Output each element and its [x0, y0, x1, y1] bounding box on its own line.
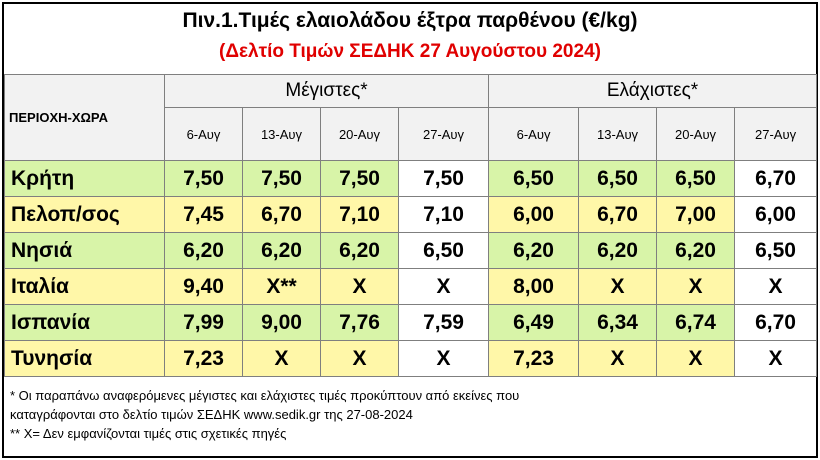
date-header: 27-Αυγ [397, 107, 490, 161]
price-cell: 6,34 [578, 304, 658, 341]
table-row-italy: Ιταλία 9,40 X** X X 8,00 X X X [4, 268, 818, 305]
price-cell: 7,99 [164, 304, 243, 341]
price-cell: X [734, 268, 818, 305]
table-subtitle: (Δελτίο Τιμών ΣΕΔΗΚ 27 Αυγούστου 2024) [219, 41, 601, 62]
date-header: 27-Αυγ [734, 107, 818, 161]
price-cell: X [656, 340, 736, 377]
price-cell: 7,10 [320, 196, 399, 233]
price-cell: 6,00 [488, 196, 580, 233]
price-cell: 7,45 [164, 196, 243, 233]
region-cell: Νησιά [4, 232, 165, 269]
region-cell: Ιταλία [4, 268, 165, 305]
table-row-crete: Κρήτη 7,50 7,50 7,50 7,50 6,50 6,50 6,50… [4, 160, 818, 197]
footnote-line-2: καταγράφονται στο δελτίο τιμών ΣΕΔΗΚ www… [10, 407, 413, 422]
footnote-line-1: * Οι παραπάνω αναφερόμενες μέγιστες και … [10, 388, 520, 403]
price-cell: 6,70 [578, 196, 658, 233]
price-cell: 6,70 [242, 196, 321, 233]
table-row-islands: Νησιά 6,20 6,20 6,20 6,50 6,20 6,20 6,20… [4, 232, 818, 269]
price-cell: 6,50 [488, 160, 580, 197]
price-cell: 6,20 [656, 232, 736, 269]
price-cell: X [242, 340, 321, 377]
region-cell: Κρήτη [4, 160, 165, 197]
date-header: 13-Αυγ [578, 107, 658, 161]
min-group-header: Ελάχιστες* [488, 74, 818, 108]
table-title: Πιν.1.Τιμές ελαιολάδου έξτρα παρθένου (€… [182, 9, 638, 32]
price-cell: X [578, 340, 658, 377]
table-row-spain: Ισπανία 7,99 9,00 7,76 7,59 6,49 6,34 6,… [4, 304, 818, 341]
price-cell: 6,49 [488, 304, 580, 341]
region-cell: Τυνησία [4, 340, 165, 377]
price-cell: 7,23 [164, 340, 243, 377]
price-cell: 6,20 [578, 232, 658, 269]
region-column-header: ΠΕΡΙΟΧΗ-ΧΩΡΑ [4, 74, 165, 161]
price-cell: X [656, 268, 736, 305]
price-cell: 6,74 [656, 304, 736, 341]
price-cell: 7,23 [488, 340, 580, 377]
price-cell: 6,00 [734, 196, 818, 233]
price-cell: X [578, 268, 658, 305]
max-group-header: Μέγιστες* [163, 74, 490, 108]
price-cell: 6,70 [734, 304, 818, 341]
price-cell: 9,40 [164, 268, 243, 305]
price-cell: X [397, 340, 490, 377]
price-cell: 6,70 [734, 160, 818, 197]
price-cell: 6,50 [734, 232, 818, 269]
price-cell: 7,10 [397, 196, 490, 233]
price-cell: 8,00 [488, 268, 580, 305]
table-row-peloponnese: Πελοπ/σος 7,45 6,70 7,10 7,10 6,00 6,70 … [4, 196, 818, 233]
price-cell: 6,20 [320, 232, 399, 269]
price-cell: 6,20 [242, 232, 321, 269]
price-cell: 7,50 [397, 160, 490, 197]
price-cell: X [734, 340, 818, 377]
prices-table: ΠΕΡΙΟΧΗ-ΧΩΡΑ Μέγιστες* Ελάχιστες* 6-Αυγ … [4, 74, 818, 377]
price-cell: 7,76 [320, 304, 399, 341]
price-cell: 6,50 [578, 160, 658, 197]
price-cell: 6,20 [164, 232, 243, 269]
region-cell: Ισπανία [4, 304, 165, 341]
price-cell: 7,50 [320, 160, 399, 197]
price-cell: 7,59 [397, 304, 490, 341]
date-header: 13-Αυγ [242, 107, 321, 161]
price-cell: 7,50 [164, 160, 243, 197]
price-cell: 6,50 [397, 232, 490, 269]
price-cell: X [397, 268, 490, 305]
price-cell: X [320, 340, 399, 377]
price-cell: 9,00 [242, 304, 321, 341]
price-cell: X** [242, 268, 321, 305]
date-header: 20-Αυγ [320, 107, 399, 161]
footnotes: * Οι παραπάνω αναφερόμενες μέγιστες και … [10, 386, 810, 443]
price-cell: 7,00 [656, 196, 736, 233]
date-header: 20-Αυγ [656, 107, 736, 161]
price-cell: 6,20 [488, 232, 580, 269]
price-cell: 7,50 [242, 160, 321, 197]
table-row-tunisia: Τυνησία 7,23 X X X 7,23 X X X [4, 340, 818, 377]
price-cell: 6,50 [656, 160, 736, 197]
date-header: 6-Αυγ [164, 107, 243, 161]
footnote-line-3: ** Χ= Δεν εμφανίζονται τιμές στις σχετικ… [10, 426, 287, 441]
region-cell: Πελοπ/σος [4, 196, 165, 233]
date-header: 6-Αυγ [488, 107, 580, 161]
price-cell: X [320, 268, 399, 305]
